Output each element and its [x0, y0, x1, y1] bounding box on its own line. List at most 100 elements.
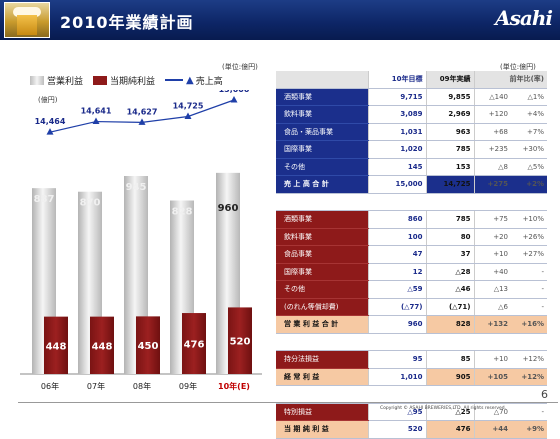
category-label: 07年 [87, 381, 105, 391]
cell-d2: +12% [511, 368, 547, 386]
cell-v2: 828 [425, 315, 474, 334]
cell-d1: +75 [473, 210, 511, 229]
cell-d1: +132 [473, 315, 511, 334]
cell-v2: 80 [425, 228, 474, 246]
header-cell: 09年実績 [425, 71, 474, 89]
cell-v2: 905 [425, 368, 474, 386]
cell-v2: 14,725 [425, 175, 474, 194]
cell-d2: +7% [511, 123, 547, 141]
net-value-label: 520 [230, 337, 251, 348]
cell-v1: △95 [367, 403, 426, 421]
table-gap [276, 385, 547, 404]
legend-net-income: 当期純利益 [93, 74, 155, 87]
cell-d2: +4% [511, 105, 547, 124]
op-value-label: 945 [126, 182, 147, 193]
legend-operating-profit: 営業利益 [30, 74, 83, 87]
cell-d1: +105 [473, 368, 511, 386]
sales-point [46, 128, 54, 135]
cell-v2: (△71) [425, 298, 474, 316]
cell-lbl: その他 [276, 158, 368, 176]
cell-lbl: (のれん等償却費) [276, 298, 368, 316]
cell-d2: - [511, 263, 547, 281]
slide-header: 2010年業績計画 Asahi [0, 0, 560, 40]
sales-value-label: 14,627 [127, 107, 158, 116]
net-bar [182, 313, 206, 374]
sales-point [184, 112, 192, 119]
sales-row: その他 145 153 △8 △5% [276, 158, 547, 176]
cell-d2: +2% [511, 175, 547, 194]
footer-divider [18, 402, 558, 403]
sales-point [138, 118, 146, 125]
cell-d1: △13 [473, 280, 511, 299]
sales-point [230, 96, 238, 103]
cell-v1: 1,010 [367, 368, 426, 386]
legend-sales: ▲ 売上高 [165, 74, 223, 87]
performance-chart: 887 448 06年 870 448 07年 945 450 08年 828 476 09年 960 5… [20, 90, 262, 391]
cell-d1: △6 [473, 298, 511, 316]
net-bar [136, 316, 160, 374]
sales-total-row: 売 上 高 合 計 15,000 14,725 +275 +2% [276, 175, 547, 194]
cell-v2: 9,855 [425, 88, 474, 106]
cell-v2: 85 [425, 350, 474, 369]
cell-v1: 47 [367, 245, 426, 264]
op-value-label: 870 [80, 198, 101, 209]
cell-lbl: 営 業 利 益 合 計 [276, 315, 368, 334]
cell-d1: +40 [473, 263, 511, 281]
cell-v2: △46 [425, 280, 474, 299]
cell-v1: 860 [367, 210, 426, 229]
category-label: 10年(E) [218, 381, 250, 391]
sales-row: 酒類事業 9,715 9,855 △140 △1% [276, 88, 547, 106]
op-row: 飲料事業 100 80 +20 +26% [276, 228, 547, 246]
cell-v1: △59 [367, 280, 426, 299]
cell-d2: +9% [511, 420, 547, 439]
cell-lbl: 飲料事業 [276, 105, 368, 124]
cell-d1: +120 [473, 105, 511, 124]
cell-d1: +10 [473, 350, 511, 369]
sales-row: 食品・薬品事業 1,031 963 +68 +7% [276, 123, 547, 141]
sales-value-label: 14,464 [35, 117, 66, 126]
cell-v1: 145 [367, 158, 426, 176]
op-row: 酒類事業 860 785 +75 +10% [276, 210, 547, 229]
cell-v1: 1,020 [367, 140, 426, 159]
cell-lbl: 国際事業 [276, 140, 368, 159]
cell-d2: - [511, 403, 547, 421]
cell-v2: 153 [425, 158, 474, 176]
cell-d2: - [511, 298, 547, 316]
header-cell [276, 71, 368, 89]
cell-v2: 37 [425, 245, 474, 264]
category-label: 09年 [179, 381, 197, 391]
cell-d1: △140 [473, 88, 511, 106]
op-row: (のれん等償却費) (△77) (△71) △6- [276, 298, 547, 316]
cell-lbl: 経 常 利 益 [276, 368, 368, 386]
page-number: 6 [541, 388, 548, 401]
op-value-label: 887 [34, 194, 55, 205]
op-row: 食品事業 47 37 +10 +27% [276, 245, 547, 264]
sales-value-label: 14,641 [81, 107, 112, 116]
cell-d2: +12% [511, 350, 547, 369]
net-bar [228, 307, 252, 374]
net-bar [44, 316, 68, 374]
op-row: 国際事業 12 △28 +40- [276, 263, 547, 281]
cell-v2: 963 [425, 123, 474, 141]
cell-v2: △28 [425, 263, 474, 281]
sales-row: 国際事業 1,020 785 +235 +30% [276, 140, 547, 159]
cell-lbl: 国際事業 [276, 263, 368, 281]
net-bar [90, 316, 114, 374]
op-value-label: 828 [172, 207, 193, 218]
ordinary-total-row: 経 常 利 益 1,010 905 +105 +12% [276, 368, 547, 386]
cell-d1: +235 [473, 140, 511, 159]
cell-d2: △5% [511, 158, 547, 176]
cell-v1: 100 [367, 228, 426, 246]
net-value-label: 450 [138, 341, 159, 352]
cell-d2: +26% [511, 228, 547, 246]
cell-lbl: 酒類事業 [276, 210, 368, 229]
category-label: 08年 [133, 381, 151, 391]
chart-unit: (単位:億円) [222, 63, 258, 71]
copyright-text: Copyright © ASAHI BREWERIES,LTD. All rig… [380, 406, 507, 411]
cell-d1: +10 [473, 245, 511, 264]
cell-v2: 476 [425, 420, 474, 439]
sales-point [92, 117, 100, 125]
cell-v1: 960 [367, 315, 426, 334]
net-value-label: 448 [46, 341, 67, 352]
cell-lbl: 食品事業 [276, 245, 368, 264]
